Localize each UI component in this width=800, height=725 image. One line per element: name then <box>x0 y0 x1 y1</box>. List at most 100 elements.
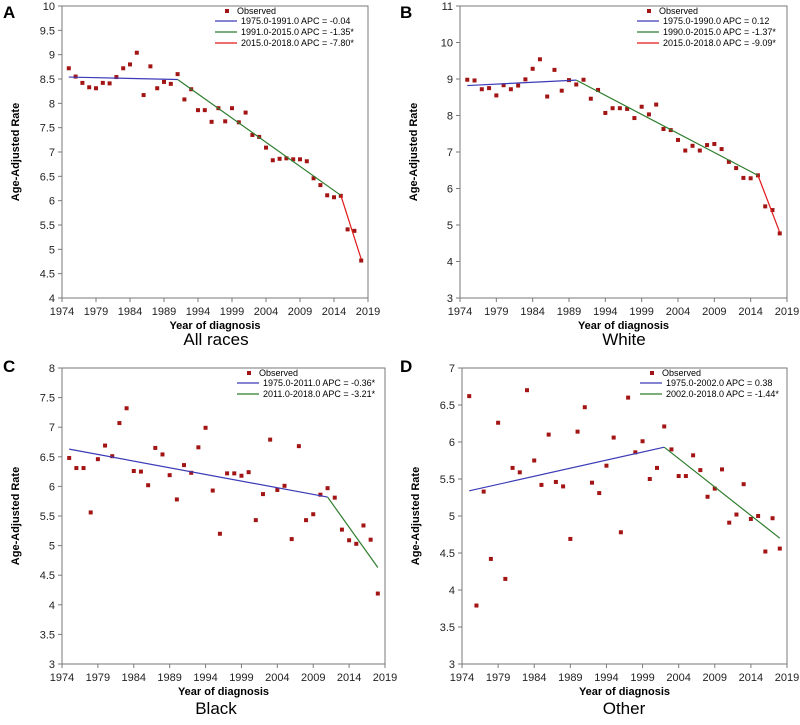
observed-point <box>275 487 280 492</box>
observed-point <box>225 471 230 476</box>
observed-point <box>683 474 688 479</box>
y-axis-title: Age-Adjusted Rate <box>410 467 422 565</box>
observed-point <box>168 81 173 86</box>
x-tick-label: 1999 <box>220 306 244 318</box>
observed-point <box>250 132 255 137</box>
panel-d: D 3 3.5 4 4.5 5 5.5 6 6.5 7 1974 1979 1984 1989 1994 19… <box>400 357 799 718</box>
y-tick-label: 5.5 <box>40 220 55 232</box>
x-tick-label: 1999 <box>629 306 653 318</box>
plot-frame <box>61 5 369 299</box>
observed-point <box>763 204 768 209</box>
y-axis-title: Age-Adjusted Rate <box>10 467 22 565</box>
observed-point <box>662 424 667 429</box>
y-tick-label: 4.5 <box>40 570 55 582</box>
observed-point <box>604 463 609 468</box>
observed-point <box>537 57 542 62</box>
observed-point <box>325 193 330 198</box>
observed-point <box>487 86 492 91</box>
legend-segment-label: 2011.0-2018.0 APC = -3.21* <box>263 389 376 399</box>
x-tick-label: 2019 <box>356 306 380 318</box>
y-tick-label: 6.5 <box>40 171 55 183</box>
observed-point <box>103 443 108 448</box>
observed-point <box>479 87 484 92</box>
observed-point <box>697 148 702 153</box>
observed-point <box>748 176 753 181</box>
x-tick-label: 1984 <box>520 306 544 318</box>
x-tick-label: 2009 <box>702 306 726 318</box>
y-tick-label: 7 <box>447 147 453 159</box>
y-tick-label: 3 <box>49 659 55 671</box>
observed-point <box>501 83 506 88</box>
x-axis-title: Year of diagnosis <box>169 320 260 332</box>
y-tick-label: 4 <box>449 585 455 597</box>
observed-point <box>530 66 535 71</box>
legend-observed-marker <box>650 371 654 375</box>
y-tick-label: 9 <box>49 50 55 62</box>
x-tick-label: 1984 <box>522 672 546 684</box>
y-tick-label: 10 <box>43 1 55 13</box>
observed-point <box>748 516 753 521</box>
observed-point <box>318 492 323 497</box>
observed-point <box>298 157 302 162</box>
observed-point <box>223 119 228 124</box>
observed-point <box>210 488 215 493</box>
observed-point <box>128 62 132 67</box>
x-tick-label: 2004 <box>666 306 690 318</box>
observed-point <box>532 458 537 463</box>
y-tick-label: 3 <box>449 659 455 671</box>
observed-point <box>359 258 364 263</box>
observed-point <box>539 482 544 487</box>
observed-point <box>465 77 470 82</box>
legend-observed-label: Observed <box>662 368 701 378</box>
observed-point <box>318 183 323 188</box>
observed-point <box>246 470 251 475</box>
observed-point <box>575 429 580 434</box>
observed-point <box>472 78 477 83</box>
panel-letter: C <box>3 357 15 376</box>
x-tick-label: 2014 <box>322 306 346 318</box>
observed-point <box>73 74 78 79</box>
observed-point <box>270 158 275 163</box>
y-tick-label: 9.5 <box>40 25 55 37</box>
observed-point <box>727 520 732 525</box>
observed-point <box>243 110 248 115</box>
observed-point <box>661 127 666 132</box>
observed-point <box>676 137 680 142</box>
observed-point <box>325 486 330 491</box>
observed-point <box>182 463 187 468</box>
observed-point <box>100 80 105 85</box>
y-tick-label: 8 <box>447 111 453 123</box>
x-tick-label: 1999 <box>229 672 253 684</box>
y-tick-label: 7.5 <box>40 123 55 135</box>
x-tick-label: 1979 <box>84 306 108 318</box>
observed-point <box>162 79 166 84</box>
legend-observed-label: Observed <box>259 368 298 378</box>
observed-point <box>209 119 214 124</box>
observed-series <box>467 388 782 608</box>
observed-point <box>610 106 615 111</box>
x-tick-label: 2004 <box>666 672 690 684</box>
observed-point <box>232 471 237 476</box>
y-tick-label: 5.5 <box>440 474 455 486</box>
observed-point <box>153 445 158 450</box>
legend-observed-label: Observed <box>659 6 698 16</box>
observed-point <box>734 512 739 517</box>
observed-point <box>690 143 695 148</box>
observed-point <box>74 466 79 471</box>
y-tick-label: 6 <box>449 437 455 449</box>
observed-point <box>582 405 587 410</box>
observed-point <box>510 465 515 470</box>
observed-point <box>574 82 579 87</box>
legend-segment-label: 1975.0-2002.0 APC = 0.38 <box>666 378 772 388</box>
observed-point <box>719 147 724 152</box>
observed-point <box>291 157 296 162</box>
observed-point <box>175 72 180 77</box>
observed-point <box>203 425 208 430</box>
panel-caption: Other <box>603 699 646 718</box>
observed-point <box>655 465 659 470</box>
x-tick-label: 2019 <box>373 672 397 684</box>
plot-frame <box>459 5 788 299</box>
observed-point <box>107 81 112 86</box>
observed-point <box>646 112 651 117</box>
